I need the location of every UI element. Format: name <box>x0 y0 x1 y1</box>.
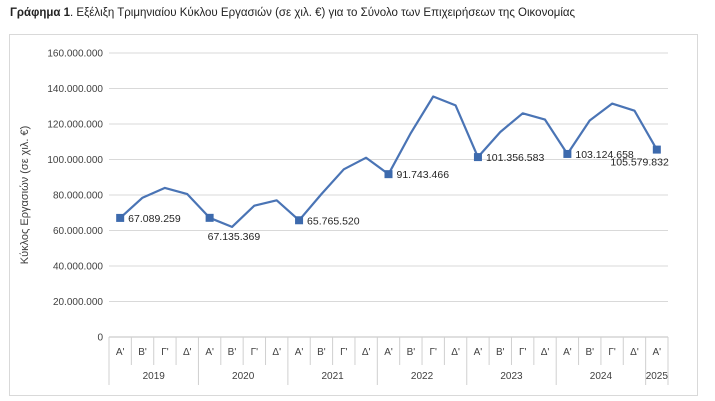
y-tick-label: 20.000.000 <box>53 297 103 308</box>
y-tick-label: 40.000.000 <box>53 262 103 273</box>
x-tick-label: Δ' <box>272 347 281 358</box>
data-label: 67.089.259 <box>128 213 181 225</box>
year-label: 2022 <box>411 371 434 382</box>
series-line <box>119 95 658 228</box>
year-label: 2025 <box>646 371 669 382</box>
x-tick-label: Γ' <box>430 347 438 358</box>
data-label: 101.356.583 <box>486 152 545 164</box>
x-tick-label: Α' <box>563 347 572 358</box>
x-tick-label: Γ' <box>251 347 259 358</box>
y-tick-label: 120.000.000 <box>47 120 103 131</box>
x-tick-label: Β' <box>585 347 594 358</box>
y-tick-label: 160.000.000 <box>47 49 103 60</box>
data-label: 103.124.658 <box>575 149 634 161</box>
chart-frame <box>9 34 698 396</box>
y-tick-label: 140.000.000 <box>47 84 103 95</box>
data-label: 67.135.369 <box>208 231 261 243</box>
x-tick-label: Β' <box>496 347 505 358</box>
x-tick-label: Β' <box>317 347 326 358</box>
year-label: 2021 <box>321 371 344 382</box>
data-point-marker <box>563 149 572 158</box>
x-tick-label: Δ' <box>183 347 192 358</box>
y-axis-title: Κύκλος Εργασιών (σε χιλ. €) <box>19 126 31 265</box>
y-tick-label: 80.000.000 <box>53 191 103 202</box>
data-label: 65.765.520 <box>307 215 360 227</box>
y-tick-label: 60.000.000 <box>53 226 103 237</box>
x-tick-label: Β' <box>228 347 237 358</box>
x-tick-label: Α' <box>295 347 304 358</box>
x-tick-label: Β' <box>138 347 147 358</box>
chart-title-text: . Εξέλιξη Τριμηνιαίου Κύκλου Εργασιών (σ… <box>70 7 576 19</box>
x-tick-label: Α' <box>474 347 483 358</box>
chart-title: Γράφημα 1. Εξέλιξη Τριμηνιαίου Κύκλου Ερ… <box>10 7 575 19</box>
data-point-marker <box>205 213 214 222</box>
year-label: 2023 <box>500 371 523 382</box>
x-tick-label: Δ' <box>362 347 371 358</box>
data-label: 91.743.466 <box>397 169 450 181</box>
data-label: 105.579.832 <box>610 157 669 169</box>
x-tick-label: Γ' <box>519 347 527 358</box>
y-tick-label: 100.000.000 <box>47 155 103 166</box>
data-point-marker <box>116 213 125 222</box>
x-tick-label: Α' <box>384 347 393 358</box>
x-tick-label: Γ' <box>608 347 616 358</box>
year-label: 2024 <box>590 371 613 382</box>
x-tick-label: Γ' <box>340 347 348 358</box>
year-label: 2020 <box>232 371 255 382</box>
year-label: 2019 <box>143 371 166 382</box>
x-tick-label: Α' <box>205 347 214 358</box>
x-tick-label: Α' <box>653 347 662 358</box>
x-tick-label: Γ' <box>161 347 169 358</box>
data-point-marker <box>652 145 661 154</box>
y-tick-label: 0 <box>97 333 103 344</box>
x-tick-label: Δ' <box>451 347 460 358</box>
x-tick-label: Β' <box>407 347 416 358</box>
data-point-marker <box>295 216 304 225</box>
x-tick-label: Α' <box>116 347 125 358</box>
x-tick-label: Δ' <box>630 347 639 358</box>
data-point-marker <box>384 170 393 179</box>
x-tick-label: Δ' <box>541 347 550 358</box>
chart-title-prefix: Γράφημα 1 <box>10 7 71 19</box>
data-point-marker <box>473 153 482 162</box>
